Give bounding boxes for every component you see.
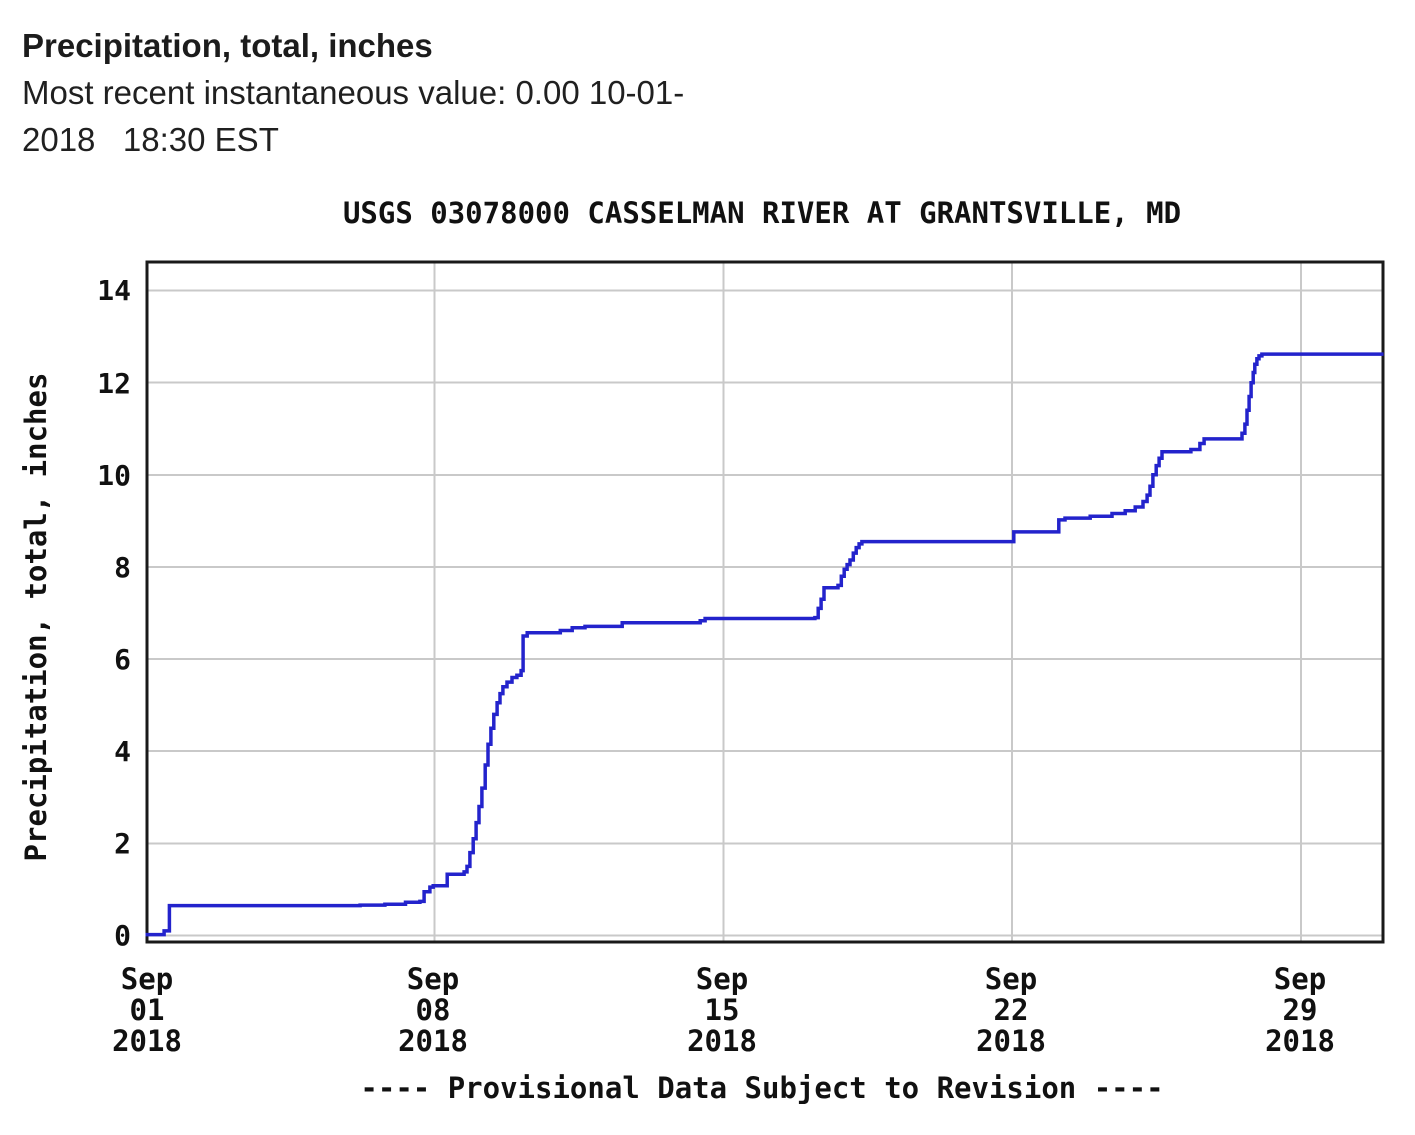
y-axis-label: Precipitation, total, inches <box>19 373 53 862</box>
x-tick-sep22: Sep 22 2018 <box>976 962 1046 1058</box>
x-tick-day: 01 <box>130 993 165 1027</box>
x-tick-year: 2018 <box>398 1024 468 1058</box>
provisional-data-notice: ---- Provisional Data Subject to Revisio… <box>360 1071 1163 1105</box>
page-title: Precipitation, total, inches <box>22 27 433 64</box>
x-tick-sep29: Sep 29 2018 <box>1265 962 1335 1058</box>
y-tick-label: 4 <box>114 735 131 768</box>
most-recent-value-line1: Most recent instantaneous value: 0.00 10… <box>22 74 685 111</box>
x-tick-year: 2018 <box>687 1024 757 1058</box>
x-tick-month: Sep <box>1274 962 1326 996</box>
x-tick-day: 29 <box>1283 993 1318 1027</box>
x-tick-sep15: Sep 15 2018 <box>687 962 757 1058</box>
y-tick-labels: 0 2 4 6 8 10 12 14 <box>97 274 131 952</box>
x-tick-month: Sep <box>121 962 173 996</box>
x-tick-month: Sep <box>696 962 748 996</box>
precipitation-line <box>145 352 1384 937</box>
x-tick-month: Sep <box>407 962 459 996</box>
header: Precipitation, total, inches Most recent… <box>22 22 684 163</box>
y-tick-label: 10 <box>97 459 131 492</box>
x-tick-year: 2018 <box>112 1024 182 1058</box>
x-tick-sep01: Sep 01 2018 <box>112 962 182 1058</box>
plot-border <box>145 260 1385 944</box>
x-tick-day: 08 <box>416 993 451 1027</box>
x-tick-labels: Sep 01 2018 Sep 08 2018 Sep 15 2018 Sep … <box>112 962 1335 1058</box>
x-tick-month: Sep <box>985 962 1037 996</box>
x-tick-day: 15 <box>705 993 740 1027</box>
x-tick-year: 2018 <box>1265 1024 1335 1058</box>
y-tick-label: 6 <box>114 643 131 676</box>
y-tick-label: 14 <box>97 274 131 307</box>
x-tick-sep08: Sep 08 2018 <box>398 962 468 1058</box>
chart-title: USGS 03078000 CASSELMAN RIVER AT GRANTSV… <box>343 196 1181 230</box>
y-tick-label: 2 <box>114 827 131 860</box>
y-tick-label: 12 <box>97 367 131 400</box>
x-tick-day: 22 <box>994 993 1029 1027</box>
y-tick-label: 8 <box>114 551 131 584</box>
y-tick-label: 0 <box>114 919 131 952</box>
gridlines <box>147 263 1383 941</box>
most-recent-value-line2: 2018 18:30 EST <box>22 121 279 158</box>
x-tick-year: 2018 <box>976 1024 1046 1058</box>
